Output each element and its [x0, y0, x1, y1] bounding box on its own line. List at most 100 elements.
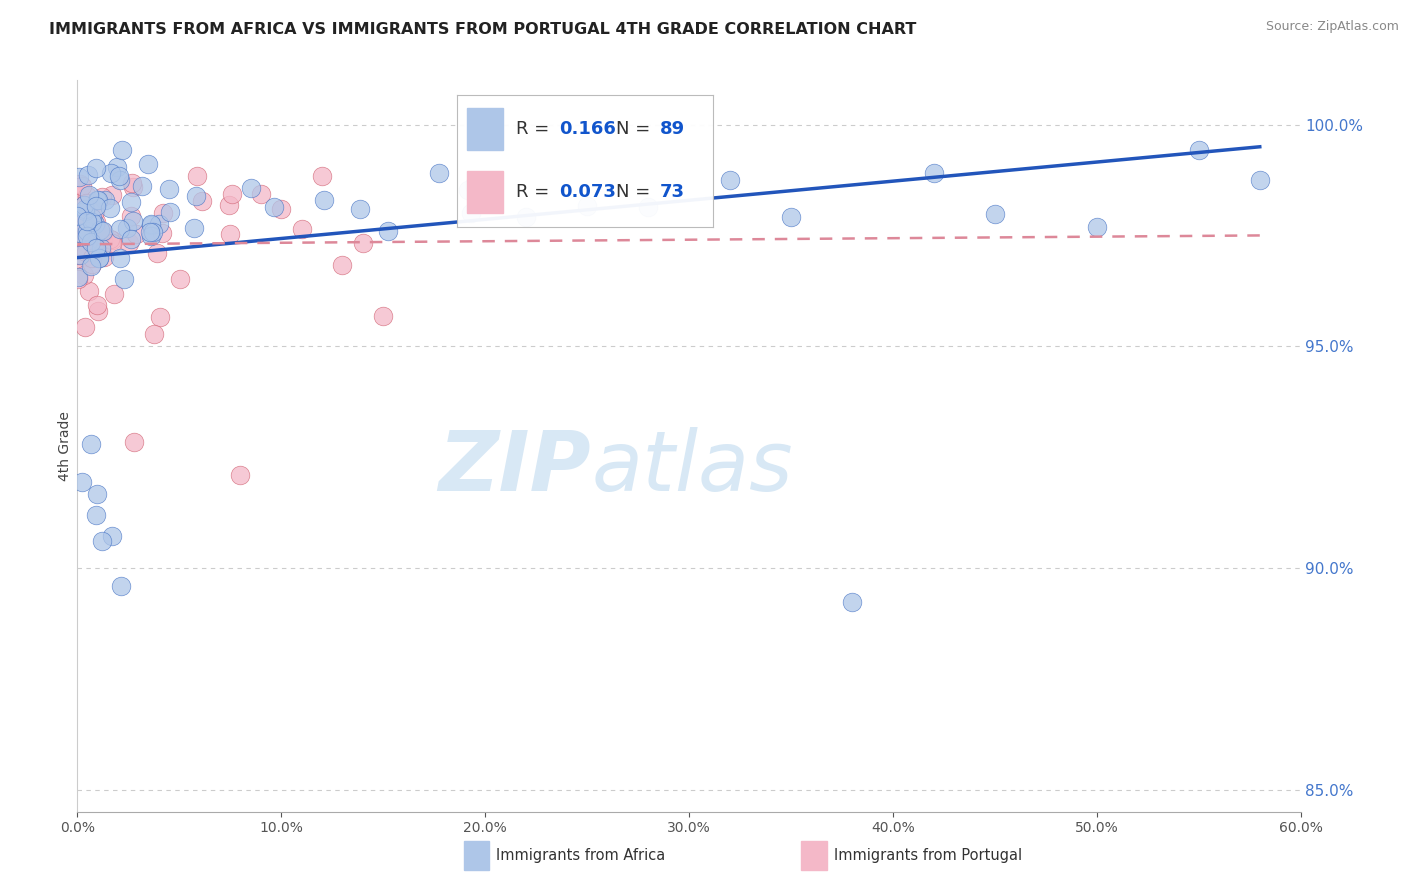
Point — [67, 248, 90, 262]
Point — [183, 220, 205, 235]
Point — [67, 270, 90, 285]
Point — [87, 251, 110, 265]
Point — [93, 250, 115, 264]
Point — [108, 251, 131, 265]
Point — [427, 165, 450, 179]
Point — [76, 249, 98, 263]
Point — [111, 143, 134, 157]
Point — [115, 221, 138, 235]
Point — [221, 187, 243, 202]
Point — [101, 529, 124, 543]
Point — [922, 166, 945, 180]
Point — [86, 487, 108, 501]
Point — [80, 235, 103, 250]
Point — [984, 207, 1007, 221]
Point — [67, 247, 90, 261]
Point — [67, 272, 90, 286]
Point — [89, 227, 111, 241]
Point — [121, 176, 143, 190]
Point — [240, 181, 263, 195]
Point — [67, 170, 90, 185]
Point — [75, 249, 97, 263]
Point — [69, 209, 91, 223]
Point — [84, 217, 107, 231]
Point — [120, 232, 142, 246]
Point — [82, 212, 104, 227]
Text: 0.073: 0.073 — [560, 184, 616, 202]
Point — [76, 224, 98, 238]
Point — [86, 224, 108, 238]
Point — [463, 178, 485, 193]
Point — [332, 258, 354, 272]
Point — [91, 224, 114, 238]
Point — [311, 169, 333, 184]
Text: 0.166: 0.166 — [560, 120, 616, 138]
Point — [66, 210, 89, 224]
Point — [70, 226, 93, 240]
Text: Source: ZipAtlas.com: Source: ZipAtlas.com — [1265, 20, 1399, 33]
Point — [110, 578, 132, 592]
Point — [110, 221, 132, 235]
Point — [142, 326, 165, 341]
Point — [139, 218, 162, 232]
Text: 89: 89 — [659, 120, 685, 138]
Point — [169, 272, 191, 286]
Point — [139, 228, 162, 243]
Y-axis label: 4th Grade: 4th Grade — [58, 411, 72, 481]
Point — [108, 172, 131, 186]
Point — [69, 227, 91, 241]
Point — [80, 215, 103, 229]
Point — [117, 235, 139, 250]
Point — [86, 194, 108, 208]
Point — [70, 213, 93, 227]
Point — [89, 223, 111, 237]
Point — [76, 229, 98, 244]
Point — [80, 259, 103, 273]
Point — [139, 217, 162, 231]
Point — [70, 475, 93, 489]
Point — [122, 434, 145, 449]
Point — [80, 211, 103, 225]
Point — [79, 437, 101, 451]
Point — [270, 202, 292, 216]
Point — [67, 217, 90, 231]
Point — [218, 198, 240, 212]
Point — [349, 202, 371, 216]
Point — [157, 182, 180, 196]
Text: N =: N = — [616, 184, 650, 202]
Point — [152, 205, 174, 219]
Point — [291, 222, 314, 236]
Point — [82, 252, 104, 266]
Point — [73, 204, 96, 219]
Point — [69, 247, 91, 261]
Point — [77, 235, 100, 249]
Point — [84, 215, 107, 229]
Point — [84, 161, 107, 175]
Point — [67, 183, 90, 197]
Point — [90, 242, 112, 256]
Point — [84, 508, 107, 522]
Text: atlas: atlas — [591, 427, 793, 508]
Point — [149, 310, 172, 325]
Point — [90, 190, 112, 204]
Point — [87, 193, 110, 207]
Text: R =: R = — [516, 184, 548, 202]
Point — [131, 178, 153, 193]
Point — [100, 166, 122, 180]
Point — [159, 205, 181, 219]
Point — [108, 169, 131, 183]
Point — [377, 225, 399, 239]
Point — [76, 214, 98, 228]
Text: N =: N = — [616, 120, 650, 138]
Point — [77, 187, 100, 202]
Point — [98, 201, 121, 215]
Point — [576, 199, 599, 213]
Text: IMMIGRANTS FROM AFRICA VS IMMIGRANTS FROM PORTUGAL 4TH GRADE CORRELATION CHART: IMMIGRANTS FROM AFRICA VS IMMIGRANTS FRO… — [49, 22, 917, 37]
Point — [91, 233, 114, 247]
Point — [371, 310, 394, 324]
Point — [312, 193, 335, 207]
Point — [70, 178, 93, 193]
Point — [122, 214, 145, 228]
Point — [76, 199, 98, 213]
Point — [841, 595, 863, 609]
